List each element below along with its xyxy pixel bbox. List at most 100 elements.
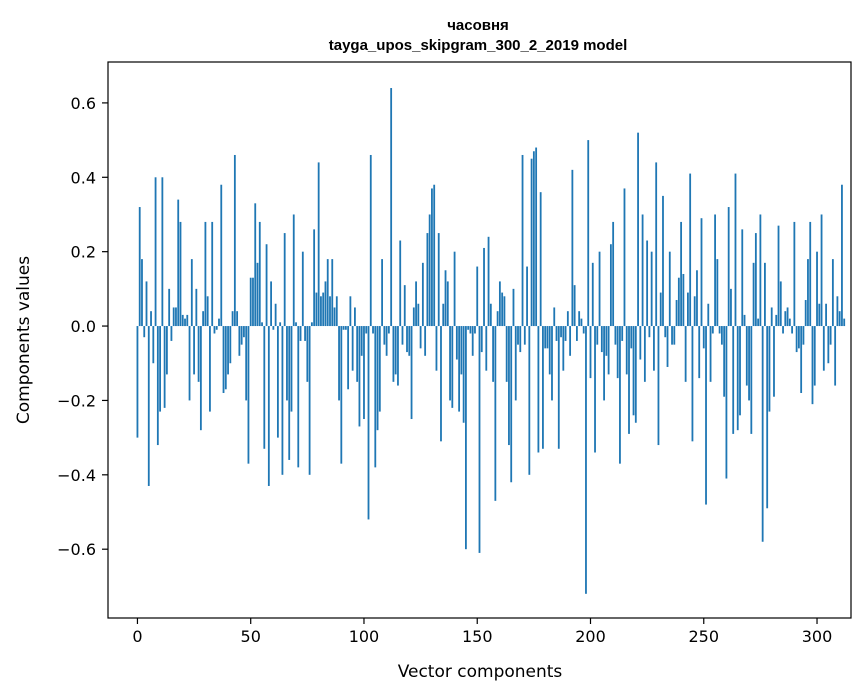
bar	[795, 326, 798, 353]
bar	[664, 326, 667, 338]
bar	[478, 326, 481, 553]
bar	[487, 236, 490, 327]
bar	[186, 314, 189, 327]
bar	[705, 326, 707, 505]
bar	[163, 326, 166, 408]
bar	[609, 244, 612, 327]
bar	[827, 326, 830, 364]
bar	[344, 326, 347, 330]
bar	[793, 221, 796, 327]
bar	[453, 251, 456, 327]
bar	[451, 326, 454, 408]
bar	[138, 207, 141, 327]
bar	[433, 184, 436, 327]
bar	[190, 259, 193, 327]
bar	[261, 322, 263, 327]
bar	[374, 326, 377, 468]
bar	[843, 318, 846, 327]
bar	[288, 326, 291, 460]
bar	[786, 307, 789, 327]
bar	[145, 281, 148, 327]
bar	[580, 318, 583, 327]
bar	[231, 311, 234, 327]
bar	[600, 326, 603, 353]
bar	[263, 326, 266, 449]
bar	[743, 314, 746, 327]
bar	[483, 247, 485, 327]
bar	[813, 326, 816, 386]
bar	[632, 326, 635, 416]
bar	[521, 154, 524, 327]
bar	[797, 326, 800, 349]
bar	[634, 326, 637, 423]
bar	[315, 292, 318, 327]
bar	[385, 326, 388, 356]
bar	[326, 259, 329, 327]
bar	[424, 326, 427, 356]
bar	[286, 326, 288, 401]
bar	[684, 326, 687, 382]
bar	[369, 154, 372, 327]
bar	[170, 326, 173, 341]
bar	[761, 326, 764, 542]
y-tick-label: 0.4	[71, 168, 96, 187]
bar	[383, 326, 386, 345]
bar	[811, 326, 814, 405]
bar	[836, 296, 839, 327]
bar	[576, 326, 578, 341]
bar	[254, 203, 257, 327]
bar	[820, 214, 823, 327]
bar	[292, 214, 295, 327]
bar	[161, 177, 164, 327]
bar	[471, 326, 474, 356]
bar	[818, 303, 821, 327]
bar	[764, 262, 766, 327]
bar	[469, 326, 472, 334]
bar	[222, 326, 225, 393]
bar	[211, 221, 214, 327]
bar	[465, 326, 467, 550]
bar	[707, 303, 710, 327]
bar	[732, 326, 735, 434]
bar	[607, 326, 610, 375]
bar	[501, 292, 504, 327]
x-tick-label: 0	[132, 627, 142, 646]
bar	[709, 326, 712, 382]
chart-subtitle: tayga_upos_skipgram_300_2_2019 model	[329, 37, 628, 54]
bar	[283, 233, 286, 327]
bar	[236, 311, 239, 327]
bar	[650, 251, 653, 327]
bar	[279, 322, 282, 327]
bar	[354, 307, 356, 327]
bar	[381, 259, 383, 327]
y-axis-ticks: −0.6 −0.4 −0.2 0.0 0.2 0.4 0.6	[57, 94, 108, 559]
bar	[682, 273, 685, 327]
bar	[444, 270, 447, 327]
bar	[150, 311, 152, 327]
bar	[351, 326, 354, 371]
bar	[512, 288, 515, 327]
bar	[363, 326, 365, 420]
bar	[204, 221, 207, 327]
bar	[673, 326, 676, 345]
bar	[238, 326, 241, 356]
bar	[360, 326, 363, 356]
bar	[358, 326, 361, 427]
bar	[553, 307, 556, 327]
bar	[265, 244, 268, 327]
bar	[745, 326, 748, 386]
x-tick-label: 300	[802, 627, 833, 646]
bar	[229, 326, 232, 364]
bar	[555, 326, 558, 341]
bar	[197, 326, 200, 382]
bar	[247, 326, 250, 464]
bar	[589, 326, 592, 379]
bar	[653, 326, 655, 371]
bar	[841, 184, 843, 327]
bar	[539, 192, 542, 327]
bar	[154, 177, 157, 327]
bar	[689, 173, 692, 327]
bar	[322, 292, 325, 327]
bar	[406, 326, 408, 353]
